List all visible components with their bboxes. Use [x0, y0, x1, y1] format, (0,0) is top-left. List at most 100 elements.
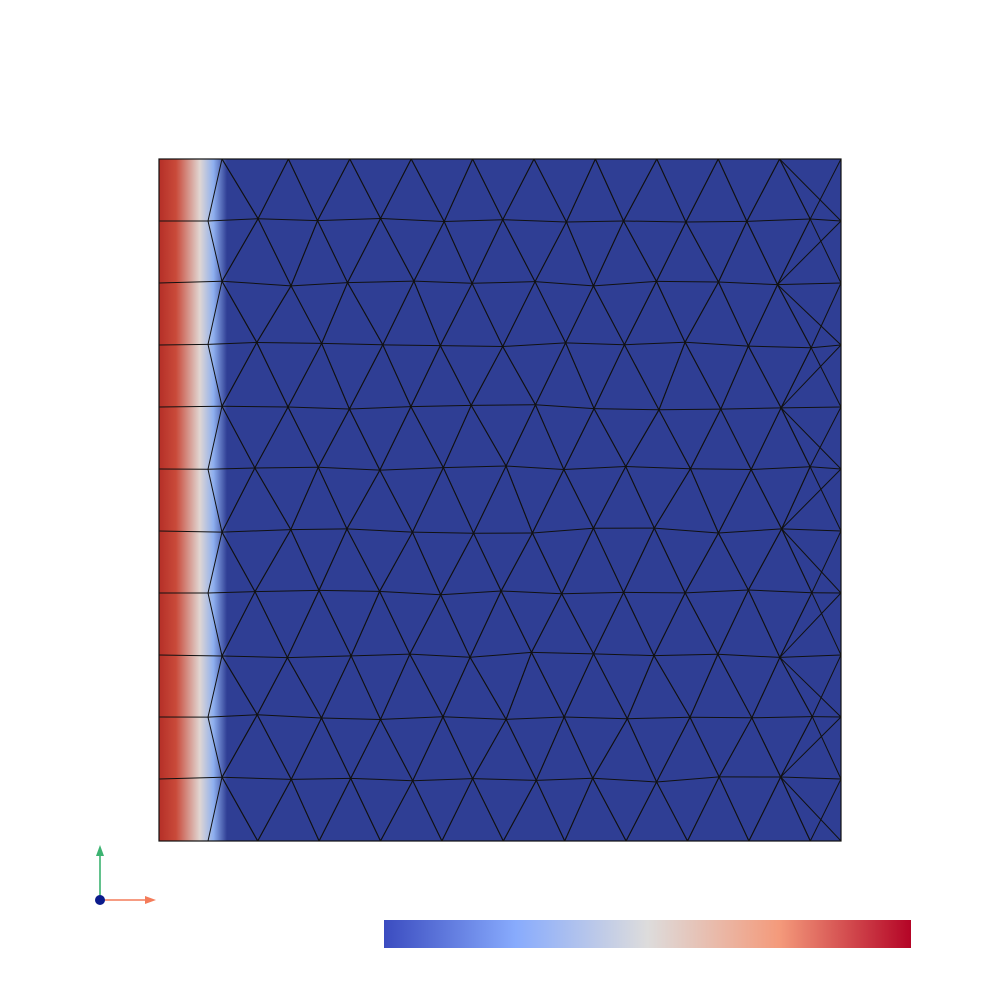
mesh-edge — [221, 159, 259, 219]
mesh-edge — [653, 468, 691, 529]
mesh-edge — [565, 221, 594, 287]
mesh-edge — [221, 218, 259, 282]
mesh-edge — [207, 592, 223, 657]
mesh-edge — [207, 467, 255, 470]
mesh-edge — [317, 217, 381, 222]
boundary-gradient-region — [159, 159, 227, 841]
mesh-edge — [412, 778, 473, 782]
mesh-edge — [256, 714, 292, 780]
mesh-edge — [533, 159, 567, 223]
mesh-edge — [593, 653, 654, 657]
mesh-edge — [746, 218, 811, 222]
mesh-domain — [158, 158, 842, 842]
mesh-edge — [379, 591, 411, 655]
mesh-edge — [290, 529, 320, 591]
mesh-edge — [221, 531, 256, 592]
mesh-edge — [625, 409, 660, 467]
mesh-edge — [654, 527, 719, 534]
color-legend-bar[interactable] — [384, 920, 911, 948]
mesh-edge — [780, 344, 841, 409]
mesh-edge — [718, 281, 749, 347]
mesh-edge — [347, 218, 381, 283]
mesh-edge — [747, 589, 781, 658]
mesh-edge — [413, 280, 473, 284]
mesh-edge — [718, 776, 750, 841]
mesh-edge — [506, 716, 565, 720]
mesh-edge — [221, 591, 256, 657]
mesh-edge — [535, 404, 595, 410]
mesh-edge — [256, 285, 292, 343]
mesh-edge — [780, 716, 813, 778]
mesh-edge — [380, 653, 411, 720]
mesh-edge — [221, 529, 291, 533]
mesh-edge — [207, 218, 259, 222]
mesh-edge — [563, 408, 595, 470]
mesh-edge — [810, 218, 841, 222]
mesh-edge — [687, 776, 720, 841]
mesh-edge — [684, 342, 722, 410]
mesh-edge — [321, 655, 352, 719]
mesh-edge — [221, 655, 258, 715]
mesh-edge — [221, 280, 292, 287]
mesh-edge — [779, 159, 841, 222]
mesh-edge — [563, 466, 626, 471]
mesh-edge — [442, 467, 475, 534]
mesh-edge — [413, 280, 441, 346]
mesh-edge — [594, 408, 659, 411]
mesh-edge — [440, 590, 502, 596]
mesh-edge — [751, 716, 813, 719]
mesh-edge — [350, 591, 381, 657]
mesh-edge — [443, 159, 474, 222]
mesh-edge — [780, 407, 811, 467]
mesh-edge — [653, 655, 691, 718]
scalar-field-fill — [159, 159, 841, 841]
mesh-edge — [379, 590, 441, 596]
mesh-edge — [380, 217, 445, 223]
mesh-edge — [502, 219, 536, 282]
mesh-edge — [257, 218, 292, 287]
mesh-edge — [809, 159, 841, 220]
mesh-edge — [779, 654, 841, 658]
mesh-edge — [624, 344, 660, 411]
mesh-edge — [689, 717, 720, 778]
mesh-edge — [625, 466, 655, 529]
mesh-edge — [689, 716, 752, 719]
mesh-edge — [347, 282, 384, 346]
mesh-edge — [781, 468, 841, 530]
mesh-edge — [382, 344, 412, 407]
mesh-edge — [351, 653, 410, 657]
mesh-edge — [566, 220, 624, 223]
mesh-edge — [563, 716, 594, 779]
mesh-edge — [350, 778, 381, 841]
mesh-edge — [443, 465, 507, 469]
mesh-edge — [286, 590, 320, 658]
mesh-edge — [746, 221, 778, 285]
mesh-edge — [442, 716, 507, 720]
mesh-edge — [207, 344, 223, 407]
mesh-edge — [781, 528, 841, 594]
mesh-edge — [321, 342, 383, 346]
mesh-edge — [221, 406, 256, 469]
mesh-edge — [382, 280, 415, 346]
mesh-edge — [809, 406, 841, 467]
mesh-edge — [349, 159, 381, 219]
mesh-edge — [780, 716, 841, 778]
mesh-edge — [594, 159, 625, 222]
mesh-edge — [412, 780, 443, 841]
mesh-edge — [718, 717, 753, 778]
mesh-edge — [347, 280, 414, 284]
mesh-edge — [348, 408, 381, 471]
mesh-edge — [684, 532, 719, 594]
mesh-edge — [410, 345, 441, 407]
x-axis-arrowhead-icon — [145, 896, 156, 904]
mesh-edge — [411, 467, 444, 533]
mesh-edge — [346, 528, 381, 592]
mesh-edge — [593, 408, 627, 467]
mesh-edge — [256, 341, 322, 344]
mesh-edge — [720, 407, 782, 410]
mesh-edge — [500, 532, 533, 592]
mesh-edge — [256, 657, 288, 715]
mesh-edge — [290, 779, 320, 841]
mesh-edge — [624, 341, 686, 346]
